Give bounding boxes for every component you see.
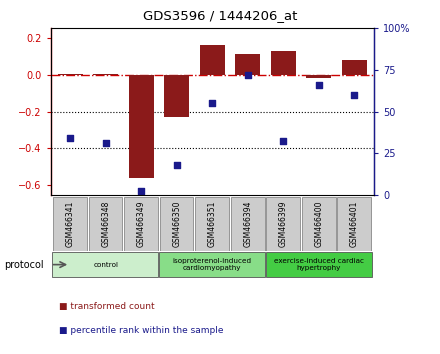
FancyBboxPatch shape <box>302 197 336 251</box>
Point <box>351 92 358 98</box>
FancyBboxPatch shape <box>53 197 87 251</box>
FancyBboxPatch shape <box>231 197 264 251</box>
Text: GSM466349: GSM466349 <box>137 201 146 247</box>
FancyBboxPatch shape <box>52 252 158 278</box>
Text: control: control <box>93 262 118 268</box>
Text: GSM466348: GSM466348 <box>101 201 110 247</box>
Bar <box>93 74 118 75</box>
Point <box>244 72 251 78</box>
FancyBboxPatch shape <box>266 252 371 278</box>
Point <box>315 82 323 88</box>
FancyBboxPatch shape <box>337 197 371 251</box>
Bar <box>235 54 260 75</box>
Bar <box>129 75 154 178</box>
Text: ■ transformed count: ■ transformed count <box>59 302 155 311</box>
FancyBboxPatch shape <box>124 197 158 251</box>
Text: protocol: protocol <box>4 259 44 270</box>
Point <box>209 101 216 106</box>
Text: GSM466351: GSM466351 <box>208 201 217 247</box>
Bar <box>307 75 331 78</box>
Text: GSM466341: GSM466341 <box>66 201 75 247</box>
Bar <box>58 74 83 75</box>
Text: GSM466394: GSM466394 <box>243 201 252 247</box>
Text: GSM466399: GSM466399 <box>279 201 288 247</box>
Point <box>138 189 145 194</box>
Text: GDS3596 / 1444206_at: GDS3596 / 1444206_at <box>143 9 297 22</box>
Text: ■ percentile rank within the sample: ■ percentile rank within the sample <box>59 326 224 336</box>
Point <box>102 140 109 146</box>
Text: GSM466401: GSM466401 <box>350 201 359 247</box>
Point <box>66 135 73 141</box>
FancyBboxPatch shape <box>266 197 300 251</box>
Point <box>280 139 287 144</box>
FancyBboxPatch shape <box>195 197 229 251</box>
Bar <box>342 60 367 75</box>
FancyBboxPatch shape <box>160 197 194 251</box>
FancyBboxPatch shape <box>88 197 122 251</box>
Text: GSM466350: GSM466350 <box>172 201 181 247</box>
Text: isoproterenol-induced
cardiomyopathy: isoproterenol-induced cardiomyopathy <box>173 258 252 271</box>
FancyBboxPatch shape <box>159 252 265 278</box>
Text: GSM466400: GSM466400 <box>315 201 323 247</box>
Bar <box>200 45 225 75</box>
Point <box>173 162 180 167</box>
Bar <box>164 75 189 117</box>
Text: exercise-induced cardiac
hypertrophy: exercise-induced cardiac hypertrophy <box>274 258 364 271</box>
Bar <box>271 51 296 75</box>
